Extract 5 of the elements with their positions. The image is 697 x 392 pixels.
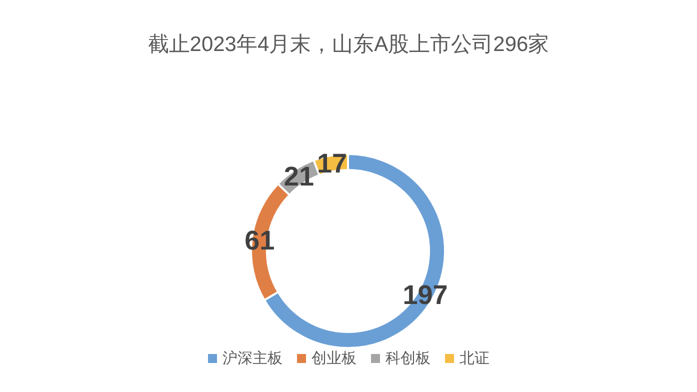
legend-label: 创业板 (312, 349, 356, 368)
legend-label: 沪深主板 (222, 349, 282, 368)
legend-label: 科创板 (386, 349, 430, 368)
chart-title: 截止2023年4月末，山东A股上市公司296家 (146, 32, 550, 58)
legend-label: 北证 (460, 349, 490, 368)
